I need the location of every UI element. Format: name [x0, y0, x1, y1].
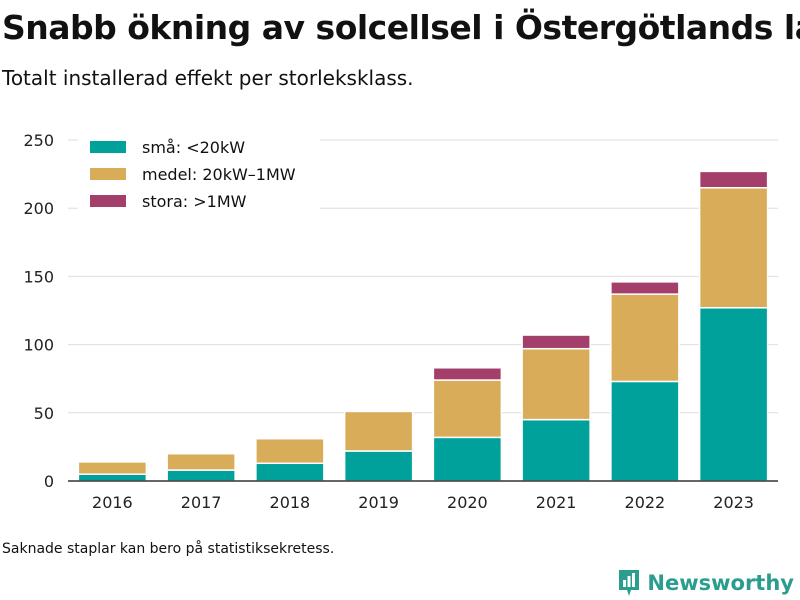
newsworthy-logo-icon [619, 570, 640, 596]
legend-label: stora: >1MW [142, 192, 247, 211]
y-tick-label: 200 [23, 199, 54, 218]
bar-segment [610, 281, 680, 295]
chart-title: Snabb ökning av solcellsel i Östergötlan… [2, 8, 800, 47]
x-tick-label: 2017 [181, 493, 222, 512]
legend-swatch [90, 195, 126, 207]
legend-swatch [90, 141, 126, 153]
y-tick-label: 0 [44, 472, 54, 491]
bar-segment [521, 347, 591, 421]
x-tick-label: 2016 [92, 493, 133, 512]
brand[interactable]: Newsworthy [617, 568, 794, 598]
bar-segment [610, 293, 680, 383]
bar-segment [610, 380, 680, 482]
y-tick-label: 150 [23, 267, 54, 286]
x-tick-label: 2023 [713, 493, 754, 512]
legend-label: små: <20kW [142, 138, 245, 157]
bar-segment [698, 307, 769, 482]
bar-segment [166, 452, 236, 471]
brand-name: Newsworthy [647, 571, 794, 595]
x-tick-label: 2022 [625, 493, 666, 512]
legend-swatch [90, 168, 126, 180]
bar-segment [521, 418, 591, 482]
legend-label: medel: 20kW–1MW [142, 165, 296, 184]
y-tick-label: 100 [23, 336, 54, 355]
bar-segment [343, 450, 414, 482]
x-tick-label: 2020 [447, 493, 488, 512]
bar-segment [343, 410, 414, 452]
bar-segment [77, 473, 148, 482]
x-tick-label: 2021 [536, 493, 577, 512]
x-tick-label: 2018 [270, 493, 311, 512]
bar-segment [77, 461, 148, 475]
y-tick-label: 250 [23, 131, 54, 150]
bar-segment [432, 436, 503, 482]
footnote: Saknade staplar kan bero på statistiksek… [2, 541, 335, 557]
bar-segment [255, 462, 325, 482]
bar-segment [521, 334, 591, 350]
bar-segment [698, 170, 769, 189]
y-tick-label: 50 [34, 404, 54, 423]
bar-segment [698, 186, 769, 309]
chart-subtitle: Totalt installerad effekt per storlekskl… [2, 66, 414, 90]
bar-segment [432, 379, 503, 439]
bar-segment [432, 367, 503, 381]
bar-segment [166, 469, 236, 482]
x-tick-label: 2019 [358, 493, 399, 512]
bar-segment [255, 437, 325, 465]
stacked-bar-chart: 0 50 100 150 200 250 2016 2017 2018 2019 2020 2021 2… [23, 131, 778, 512]
